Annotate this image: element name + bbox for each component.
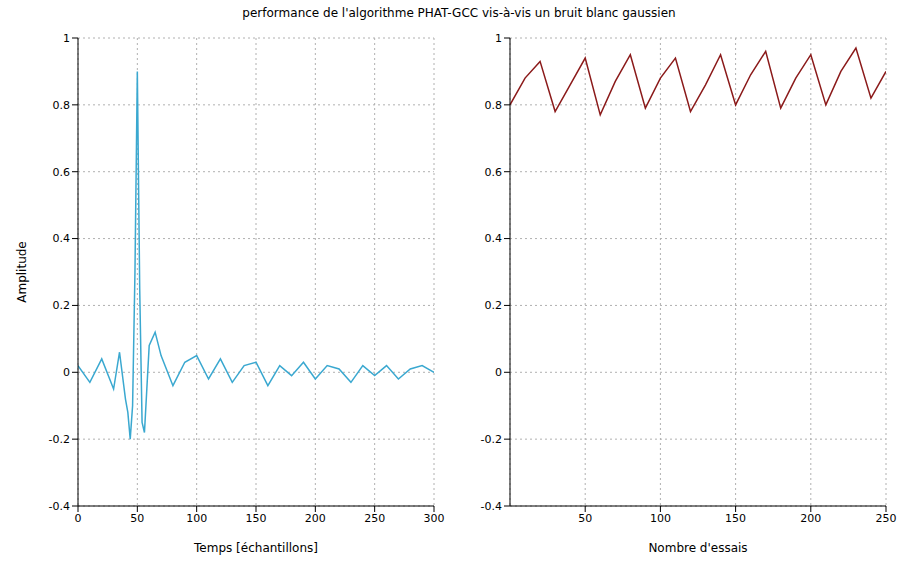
svg-text:0.6: 0.6	[485, 166, 503, 179]
svg-text:-0.4: -0.4	[49, 500, 70, 513]
html-text:performance de l'algorithme PH: performance de l'algorithme PHAT-GCC vis…	[242, 6, 676, 20]
svg-text:200: 200	[800, 512, 821, 525]
svg-text:-0.2: -0.2	[481, 433, 502, 446]
svg-text:50: 50	[578, 512, 592, 525]
svg-text:150: 150	[725, 512, 746, 525]
svg-text:Nombre d'essais: Nombre d'essais	[648, 541, 747, 555]
svg-text:50: 50	[130, 512, 144, 525]
svg-text:1: 1	[63, 32, 70, 45]
svg-text:-0.4: -0.4	[481, 500, 502, 513]
svg-text:200: 200	[305, 512, 326, 525]
svg-text:150: 150	[246, 512, 267, 525]
svg-text:300: 300	[424, 512, 445, 525]
svg-text:Temps [échantillons]: Temps [échantillons]	[193, 541, 318, 555]
svg-text:250: 250	[364, 512, 385, 525]
svg-text:1: 1	[495, 32, 502, 45]
svg-text:250: 250	[876, 512, 897, 525]
svg-text:0.2: 0.2	[53, 299, 71, 312]
svg-text:0.6: 0.6	[53, 166, 71, 179]
svg-text:100: 100	[186, 512, 207, 525]
svg-text:Amplitude: Amplitude	[15, 241, 29, 303]
svg-text:0: 0	[75, 512, 82, 525]
svg-text:100: 100	[650, 512, 671, 525]
svg-text:0.8: 0.8	[53, 99, 71, 112]
svg-text:0.4: 0.4	[53, 232, 71, 245]
svg-text:0: 0	[63, 366, 70, 379]
svg-text:0.4: 0.4	[485, 232, 503, 245]
svg-text:0.8: 0.8	[485, 99, 503, 112]
svg-text:-0.2: -0.2	[49, 433, 70, 446]
svg-text:0.2: 0.2	[485, 299, 503, 312]
svg-text:0: 0	[495, 366, 502, 379]
